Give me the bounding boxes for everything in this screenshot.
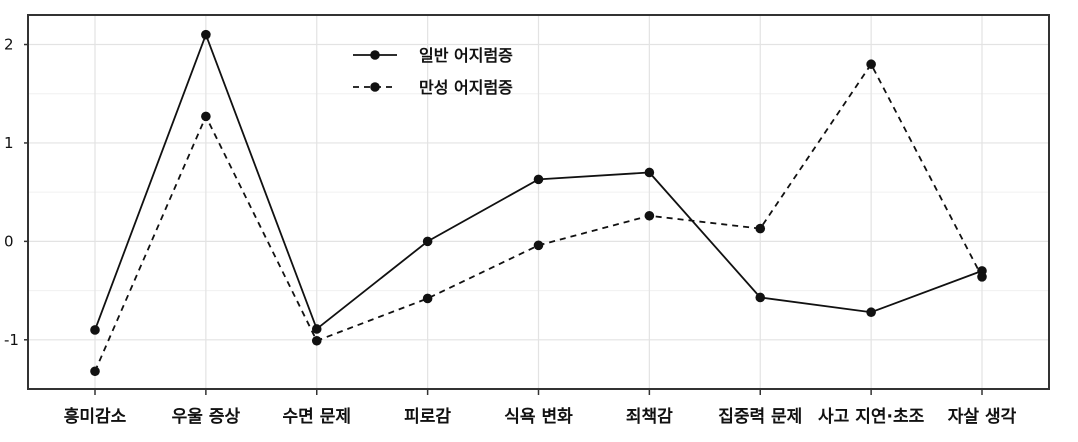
- legend-label: 만성 어지럼증: [419, 78, 513, 97]
- x-tick-label: 우울 증상: [172, 407, 241, 427]
- y-tick-label: 0: [4, 232, 14, 250]
- data-point-series-1: [201, 29, 211, 40]
- axis-layer: -1 0 1 2 흥미감소 우울 증상 수면 문제 피로감 식욕 변화 죄책감 집중력 문제 사고 지…: [4, 36, 1017, 427]
- legend-swatch-marker: [370, 50, 380, 60]
- x-tick-label: 식욕 변화: [504, 407, 573, 427]
- data-point-series-2: [755, 223, 766, 234]
- data-point-series-2: [201, 111, 211, 122]
- legend-label: 일반 어지럼증: [419, 46, 513, 65]
- data-point-series-1: [90, 325, 100, 335]
- y-tick-label: 2: [4, 36, 14, 54]
- data-point-series-1: [644, 167, 655, 178]
- x-tick-label: 집중력 문제: [718, 407, 802, 427]
- data-point-series-1: [311, 324, 322, 334]
- data-point-series-2: [977, 272, 987, 282]
- data-point-series-2: [422, 293, 433, 304]
- y-tick-label: 1: [4, 134, 14, 152]
- data-point-series-2: [644, 210, 655, 221]
- data-point-series-1: [866, 307, 876, 318]
- x-tick-label: 자살 생각: [948, 407, 1017, 427]
- series-layer: [90, 29, 987, 377]
- data-point-series-2: [533, 240, 544, 251]
- data-point-series-2: [90, 366, 100, 377]
- x-tick-label: 죄책감: [626, 407, 673, 427]
- x-tick-label: 사고 지연·초조: [818, 407, 925, 427]
- y-tick-label: -1: [4, 331, 19, 349]
- x-tick-label: 수면 문제: [283, 407, 351, 427]
- x-tick-label: 흥미감소: [64, 406, 127, 427]
- data-point-series-1: [755, 292, 766, 303]
- grid-layer: [28, 15, 1049, 390]
- legend-swatch-marker: [370, 82, 380, 92]
- x-tick-label: 피로감: [404, 407, 451, 427]
- data-point-series-2: [311, 335, 322, 346]
- data-point-series-1: [422, 236, 433, 247]
- data-point-series-2: [866, 59, 876, 70]
- data-point-series-1: [533, 174, 544, 185]
